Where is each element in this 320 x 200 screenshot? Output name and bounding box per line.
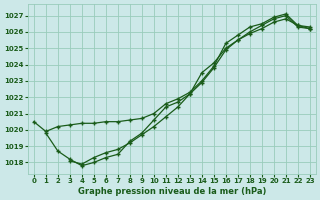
X-axis label: Graphe pression niveau de la mer (hPa): Graphe pression niveau de la mer (hPa) [78,187,266,196]
